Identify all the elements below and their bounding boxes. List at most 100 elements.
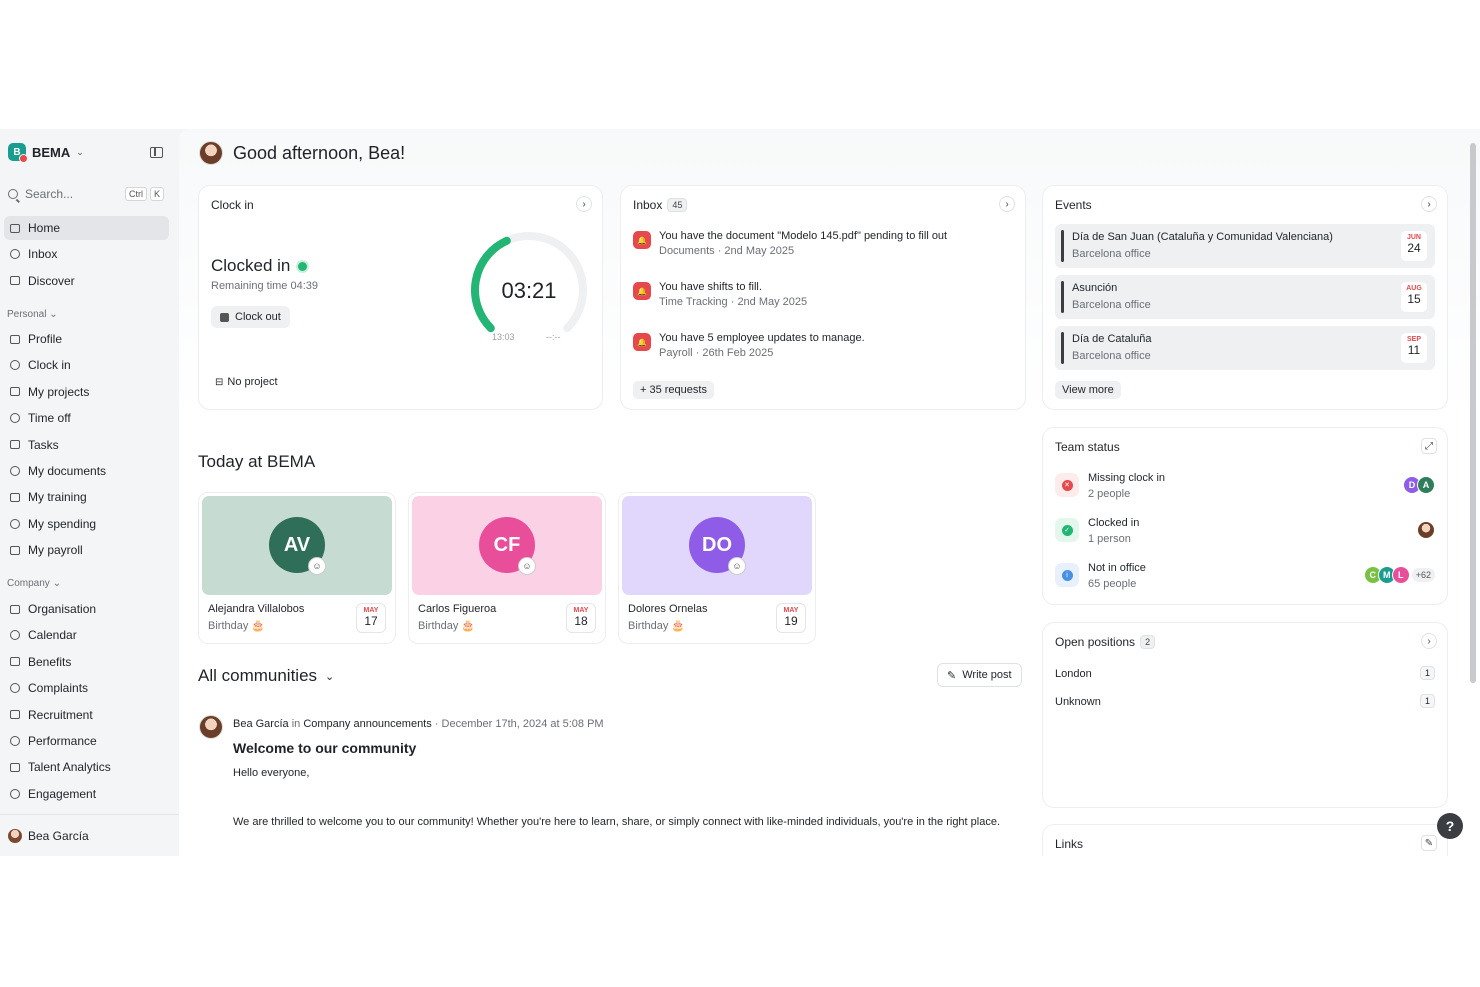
- position-count: 1: [1419, 666, 1435, 680]
- chevron-right-icon[interactable]: ›: [1421, 196, 1437, 212]
- project-selector[interactable]: ⊟ No project: [215, 376, 278, 388]
- chevron-right-icon[interactable]: ›: [1421, 633, 1437, 649]
- write-post-button[interactable]: ✎ Write post: [937, 663, 1022, 687]
- position-row[interactable]: Unknown 1: [1055, 694, 1435, 708]
- post-author[interactable]: Bea García: [233, 718, 289, 730]
- birthday-card[interactable]: CF ☺ Carlos Figueroa Birthday 🎂 MAY 18: [408, 492, 606, 644]
- sidebar-item-benefits[interactable]: Benefits: [4, 650, 169, 674]
- event-location: Barcelona office: [1072, 299, 1151, 311]
- sidebar-item-label: Performance: [28, 734, 97, 748]
- sidebar-item-recruitment[interactable]: Recruitment: [4, 703, 169, 727]
- search-input[interactable]: Search... Ctrl K: [4, 183, 168, 205]
- avatar: C: [1363, 566, 1382, 584]
- workspace-switcher[interactable]: B BEMA ⌄: [8, 143, 84, 163]
- chevron-down-icon: ⌄: [76, 146, 84, 157]
- inbox-item-text: You have 5 employee updates to manage.: [659, 332, 865, 344]
- avatar-stack: [1417, 521, 1435, 539]
- position-row[interactable]: London 1: [1055, 666, 1435, 680]
- trend-icon: [9, 735, 21, 747]
- sidebar-item-performance[interactable]: Performance: [4, 729, 169, 753]
- sidebar-item-my-training[interactable]: My training: [4, 485, 169, 509]
- sidebar-item-my-spending[interactable]: My spending: [4, 512, 169, 536]
- bell-icon: 🔔: [633, 282, 651, 300]
- sidebar-item-home[interactable]: Home: [4, 216, 169, 240]
- sidebar-item-talent-analytics[interactable]: Talent Analytics: [4, 755, 169, 779]
- bell-icon: 🔔: [633, 231, 651, 249]
- event-month: AUG: [1406, 285, 1422, 292]
- birthday-card[interactable]: DO ☺ Dolores Ornelas Birthday 🎂 MAY 19: [618, 492, 816, 644]
- inbox-item[interactable]: 🔔 You have 5 employee updates to manage. P…: [633, 332, 865, 359]
- birthday-cover: CF ☺: [412, 496, 602, 595]
- sidebar: B BEMA ⌄ Search... Ctrl K Home Inbox Disco…: [0, 129, 179, 856]
- event-item[interactable]: Día de San Juan (Cataluña y Comunidad Va…: [1055, 224, 1435, 268]
- clock-out-button[interactable]: Clock out: [211, 306, 290, 328]
- search-user-icon: [9, 709, 21, 721]
- chevron-right-icon[interactable]: ›: [576, 196, 592, 212]
- user-name: Bea García: [28, 828, 89, 843]
- message-icon: [9, 682, 21, 694]
- congratulate-icon[interactable]: ☺: [728, 557, 746, 575]
- view-more-button[interactable]: View more: [1055, 381, 1121, 399]
- avatar: A: [1417, 476, 1435, 494]
- communities-selector[interactable]: All communities ⌄: [198, 666, 334, 686]
- birthday-month: MAY: [573, 607, 589, 614]
- inbox-item[interactable]: 🔔 You have shifts to fill. Time Tracking ·…: [633, 281, 807, 308]
- edit-icon[interactable]: ✎: [1421, 835, 1437, 851]
- inbox-item-sub: Time Tracking · 2nd May 2025: [659, 296, 808, 308]
- event-item[interactable]: Día de Cataluña Barcelona office SEP 11: [1055, 326, 1435, 370]
- sidebar-toggle-icon[interactable]: [150, 147, 163, 158]
- sidebar-item-my-documents[interactable]: My documents: [4, 459, 169, 483]
- sidebar-item-discover[interactable]: Discover: [4, 269, 169, 293]
- sidebar-item-inbox[interactable]: Inbox: [4, 242, 169, 266]
- post-community[interactable]: Company announcements: [303, 718, 432, 730]
- more-requests-button[interactable]: + 35 requests: [633, 381, 714, 399]
- globe-icon: [9, 656, 21, 668]
- birthday-card[interactable]: AV ☺ Alejandra Villalobos Birthday 🎂 MAY 17: [198, 492, 396, 644]
- sidebar-item-my-projects[interactable]: My projects: [4, 380, 169, 404]
- section-personal[interactable]: Personal ⌄: [7, 309, 58, 320]
- section-company[interactable]: Company ⌄: [7, 578, 61, 589]
- sidebar-item-profile[interactable]: Profile: [4, 327, 169, 351]
- clock-status-text: Clocked in: [211, 256, 291, 275]
- inbox-item-text: You have the document "Modelo 145.pdf" p…: [659, 230, 948, 242]
- help-button[interactable]: ?: [1437, 813, 1463, 839]
- avatar: [199, 715, 223, 739]
- sidebar-item-time-off[interactable]: Time off: [4, 406, 169, 430]
- congratulate-icon[interactable]: ☺: [518, 557, 536, 575]
- inbox-item-sub: Documents · 2nd May 2025: [659, 245, 795, 257]
- team-status-count: 2 people: [1088, 488, 1131, 500]
- chat-icon: [9, 788, 21, 800]
- card-title: Links: [1055, 837, 1084, 851]
- card-title: Events: [1055, 198, 1092, 212]
- bell-icon: 🔔: [633, 333, 651, 351]
- sidebar-user[interactable]: Bea García: [0, 814, 179, 856]
- team-status-row[interactable]: ✓ Clocked in 1 person: [1055, 515, 1435, 549]
- team-status-row[interactable]: ✕ Missing clock in 2 people D A: [1055, 470, 1435, 504]
- scrollbar[interactable]: [1470, 143, 1476, 683]
- sidebar-item-clock-in[interactable]: Clock in: [4, 353, 169, 377]
- team-status-row[interactable]: i Not in office 65 people C M L +62: [1055, 560, 1435, 594]
- timer-value: 03:21: [501, 278, 557, 303]
- chevron-right-icon[interactable]: ›: [999, 196, 1015, 212]
- sidebar-item-organisation[interactable]: Organisation: [4, 597, 169, 621]
- sidebar-item-label: My training: [28, 490, 87, 505]
- event-item[interactable]: Asunción Barcelona office AUG 15: [1055, 275, 1435, 319]
- sidebar-item-tasks[interactable]: Tasks: [4, 433, 169, 457]
- check-circle-icon: ✓: [1055, 518, 1079, 542]
- event-name: Día de Cataluña: [1072, 333, 1152, 345]
- sidebar-item-my-payroll[interactable]: My payroll: [4, 538, 169, 562]
- event-month: JUN: [1406, 234, 1421, 241]
- congratulate-icon[interactable]: ☺: [308, 557, 326, 575]
- inbox-item[interactable]: 🔔 You have the document "Modelo 145.pdf" …: [633, 230, 947, 257]
- avatar: [1417, 521, 1435, 539]
- birthday-day: 18: [574, 614, 588, 628]
- sidebar-item-calendar[interactable]: Calendar: [4, 623, 169, 647]
- sidebar-item-engagement[interactable]: Engagement: [4, 782, 169, 806]
- greeting: Good afternoon, Bea!: [199, 141, 405, 165]
- sidebar-item-label: Inbox: [28, 247, 58, 262]
- sidebar-item-label: Profile: [28, 332, 63, 346]
- expand-icon[interactable]: ⤢: [1421, 438, 1437, 454]
- position-name: Unknown: [1055, 696, 1101, 708]
- sidebar-item-complaints[interactable]: Complaints: [4, 676, 169, 700]
